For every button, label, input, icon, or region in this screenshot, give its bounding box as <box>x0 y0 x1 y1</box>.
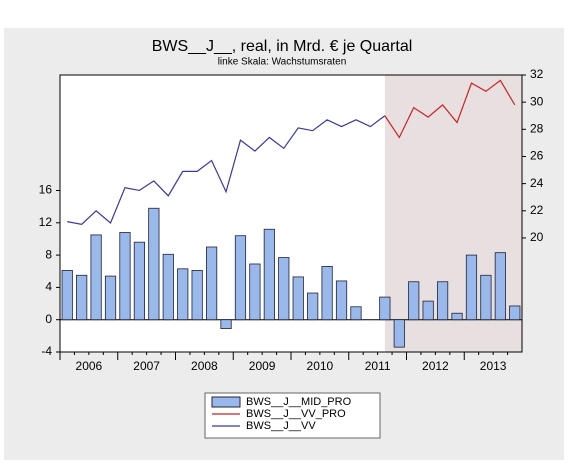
bar <box>90 234 102 321</box>
y-tick-label: 4 <box>45 280 52 294</box>
bar <box>104 275 117 321</box>
bar <box>465 254 478 321</box>
bar <box>119 232 131 321</box>
x-tick-label: 2012 <box>422 359 449 373</box>
bar <box>177 268 189 321</box>
y2-tick-label: 32 <box>530 67 544 81</box>
chart-subtitle: linke Skala: Wachstumsraten <box>218 57 347 68</box>
x-tick-label: 2010 <box>307 359 334 373</box>
bar <box>133 241 146 321</box>
bar <box>509 305 521 321</box>
plot-border <box>59 74 523 353</box>
legend-label: BWS__J__VV_PRO <box>246 408 346 420</box>
bar <box>162 253 174 321</box>
y-tick-label: 16 <box>39 183 53 197</box>
x-tick-label: 2013 <box>480 359 507 373</box>
bar <box>278 257 290 321</box>
bar <box>422 300 434 321</box>
bar <box>292 276 304 321</box>
x-tick-label: 2007 <box>133 359 160 373</box>
y-tick-label: 8 <box>45 247 52 261</box>
line <box>384 79 516 139</box>
bar <box>249 263 261 321</box>
y2-tick-label: 30 <box>530 94 544 108</box>
y2-tick-label: 22 <box>530 203 544 217</box>
x-tick-label: 2011 <box>365 359 391 373</box>
bar <box>379 296 391 321</box>
bar <box>76 274 88 321</box>
bar <box>234 235 247 321</box>
y-tick-label: 0 <box>45 312 52 326</box>
y-tick-label: 12 <box>39 215 53 229</box>
legend-swatch <box>211 396 241 408</box>
bar <box>408 281 420 321</box>
legend-label: BWS__J__VV <box>246 420 316 432</box>
line <box>67 115 386 226</box>
x-tick-label: 2006 <box>76 359 103 373</box>
bar <box>350 306 362 321</box>
y2-tick-label: 20 <box>530 230 544 244</box>
bar <box>191 270 203 321</box>
bar <box>393 319 405 348</box>
y-tick-label: -4 <box>41 344 52 358</box>
bar <box>480 274 492 321</box>
x-tick-label: 2009 <box>249 359 276 373</box>
y2-tick-label: 28 <box>530 121 544 135</box>
bar <box>307 292 319 321</box>
bar <box>335 280 348 321</box>
bar <box>220 319 232 329</box>
y2-tick-label: 26 <box>530 149 544 163</box>
bar <box>61 270 73 321</box>
legend-label: BWS__J__MID_PRO <box>246 396 352 408</box>
bar <box>436 281 449 321</box>
bar <box>205 246 218 321</box>
y2-tick-label: 24 <box>530 176 544 190</box>
x-tick-label: 2008 <box>191 359 218 373</box>
bar <box>148 207 160 321</box>
bar <box>263 228 275 321</box>
chart-title: BWS__J__, real, in Mrd. € je Quartal <box>152 38 413 55</box>
bar <box>321 265 333 321</box>
bar <box>451 312 463 321</box>
bar <box>494 252 506 321</box>
